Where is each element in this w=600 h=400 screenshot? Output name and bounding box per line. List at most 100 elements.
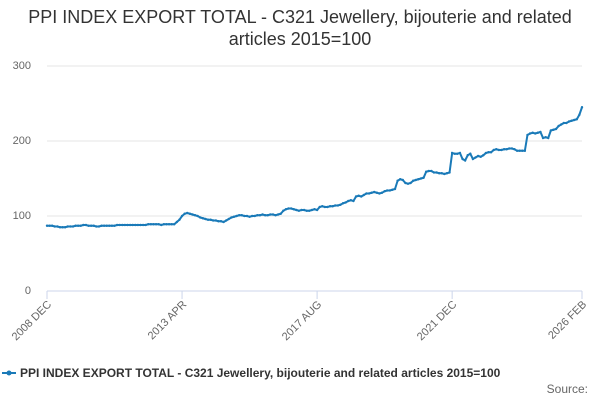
data-point [170, 223, 173, 226]
data-point [297, 209, 301, 212]
data-point [240, 214, 243, 217]
data-point [513, 148, 516, 151]
data-point [440, 172, 443, 175]
data-point [458, 151, 462, 155]
data-point [243, 214, 246, 218]
data-point [214, 219, 218, 222]
data-point [502, 148, 506, 151]
data-point [328, 205, 332, 208]
data-point [554, 127, 558, 131]
data-point [245, 214, 249, 218]
data-point [495, 148, 498, 151]
data-point [89, 224, 93, 227]
data-point [344, 201, 347, 204]
data-point [336, 204, 340, 207]
data-point [217, 220, 220, 223]
data-point [66, 225, 69, 228]
data-point [199, 216, 202, 219]
data-point [487, 151, 490, 154]
data-point [209, 218, 212, 221]
data-point [53, 225, 56, 228]
data-point [321, 205, 324, 208]
data-point [284, 208, 288, 211]
data-point [331, 205, 334, 208]
data-point [48, 224, 51, 227]
data-point [134, 223, 137, 227]
data-point [357, 194, 360, 197]
data-point [50, 224, 54, 227]
data-point [375, 191, 379, 194]
x-tick-label: 2021 DEC [415, 299, 459, 343]
data-point [258, 214, 262, 217]
data-point [427, 169, 430, 173]
x-tick-label: 2013 APR [146, 299, 190, 343]
data-point [380, 191, 384, 194]
data-point [149, 223, 153, 226]
data-point [323, 205, 327, 209]
data-point [250, 214, 254, 218]
data-point [71, 225, 75, 228]
legend-label: PPI INDEX EXPORT TOTAL - C321 Jewellery,… [20, 366, 501, 380]
data-point [435, 171, 438, 174]
data-point [227, 217, 230, 221]
data-point [115, 223, 119, 227]
data-point [58, 226, 62, 229]
data-point [76, 224, 80, 227]
data-point [476, 154, 480, 158]
data-point [339, 203, 342, 206]
data-point [180, 214, 184, 218]
data-point [157, 223, 160, 226]
data-point [393, 187, 397, 191]
data-point [453, 152, 456, 155]
data-point [271, 213, 275, 216]
data-point [521, 149, 524, 152]
data-point [386, 189, 389, 192]
data-point [102, 224, 106, 227]
data-point [518, 149, 521, 152]
data-point [360, 195, 363, 198]
data-point [544, 136, 547, 139]
data-point [92, 224, 95, 227]
data-point [204, 217, 207, 221]
data-point [474, 156, 477, 159]
data-point [287, 207, 290, 210]
data-point [56, 225, 59, 228]
data-point [422, 176, 425, 179]
data-point [362, 193, 366, 197]
data-point [128, 223, 132, 227]
data-point [84, 223, 88, 227]
data-point [183, 212, 186, 215]
data-point [560, 123, 563, 126]
data-point [536, 131, 540, 134]
data-point [113, 224, 116, 227]
data-point [424, 170, 428, 173]
data-point [131, 223, 134, 227]
data-point [191, 213, 194, 216]
data-point [274, 214, 277, 217]
data-point [196, 214, 199, 218]
data-point [578, 113, 581, 116]
data-point [139, 223, 142, 227]
y-tick-label: 200 [13, 135, 31, 147]
data-point [567, 120, 571, 123]
data-point [471, 157, 475, 161]
data-point [79, 224, 82, 227]
data-point [414, 178, 417, 182]
data-point [547, 136, 550, 140]
data-point [466, 154, 469, 157]
data-point [419, 177, 423, 180]
data-point [489, 151, 493, 154]
data-point [352, 199, 355, 203]
data-point [404, 181, 407, 185]
data-point [326, 205, 329, 209]
data-point [539, 130, 542, 134]
data-point [534, 132, 537, 135]
data-point [230, 216, 233, 219]
data-point [292, 208, 295, 211]
data-point [500, 148, 503, 152]
data-point [123, 223, 127, 227]
data-point [461, 157, 464, 161]
data-point [266, 214, 269, 217]
data-point [110, 224, 114, 227]
